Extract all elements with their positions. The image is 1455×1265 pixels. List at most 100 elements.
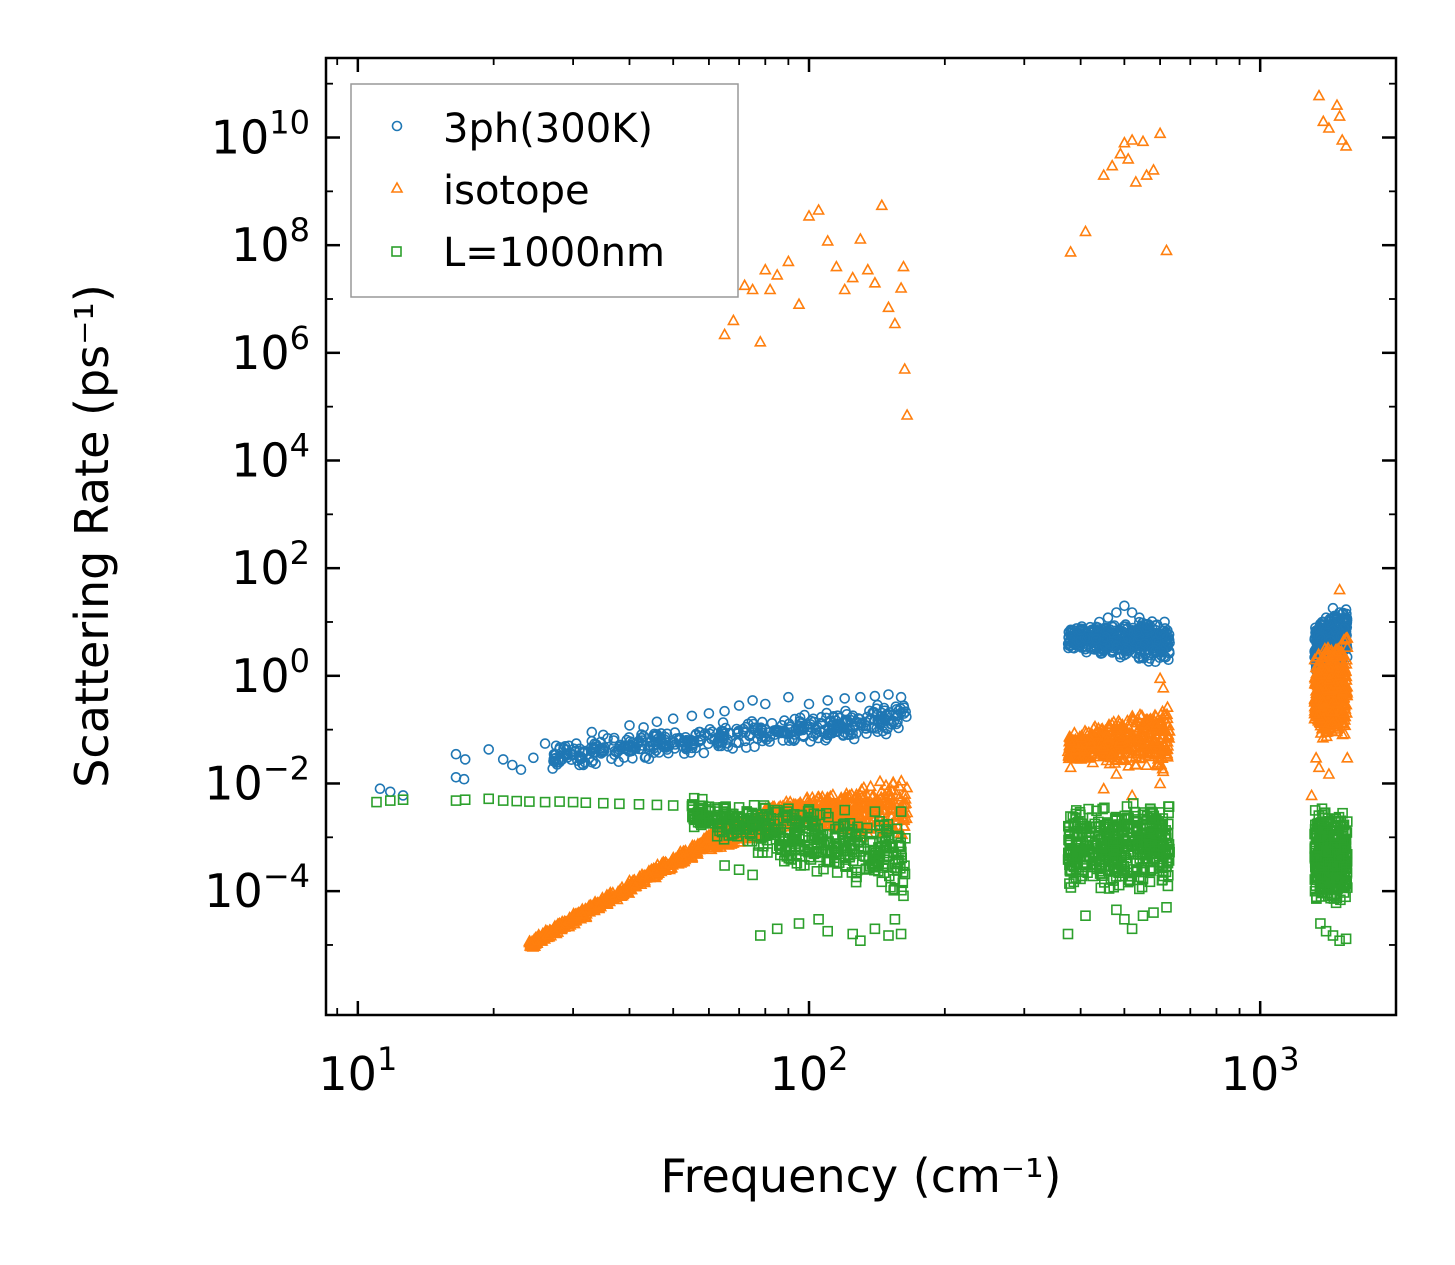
- data-point-band-0-0: [842, 724, 854, 736]
- data-point-1-35: [1136, 134, 1150, 147]
- data-point-band-0-0: [656, 737, 667, 749]
- data-point-band-0-0: [695, 730, 707, 742]
- data-point-band-1-0: [552, 917, 566, 929]
- data-point-band-0-0: [636, 735, 648, 746]
- data-point-band-0-0: [589, 746, 601, 758]
- data-point-band-1-2: [870, 797, 884, 810]
- data-point-band-0-0: [732, 727, 744, 738]
- data-point-band-1-3: [1131, 723, 1145, 736]
- data-point-band-0-1: [1121, 648, 1132, 660]
- data-point-band-1-2: [885, 799, 898, 811]
- data-point-band-1-4: [1315, 722, 1329, 734]
- data-point-band-1-2: [893, 790, 907, 802]
- data-point-1-25: [897, 259, 910, 272]
- data-point-band-1-4: [1327, 681, 1340, 693]
- data-point-band-2-0: [748, 820, 759, 832]
- data-point-band-2-0: [801, 817, 813, 829]
- data-point-band-2-1: [1132, 841, 1144, 852]
- data-point-band-1-3: [1100, 729, 1113, 742]
- data-point-0-23: [651, 716, 663, 728]
- data-point-band-0-0: [811, 721, 823, 733]
- series-0: [374, 600, 1353, 801]
- data-point-band-0-1: [1100, 631, 1111, 643]
- data-point-band-1-0: [674, 845, 687, 857]
- data-point-1-38: [1153, 126, 1167, 139]
- data-point-band-2-0: [806, 846, 817, 858]
- data-point-0-42: [1094, 616, 1105, 628]
- data-point-1-49: [1322, 767, 1336, 779]
- data-point-0-22: [638, 722, 649, 733]
- data-point-1-29: [1105, 159, 1119, 171]
- data-point-band-1-4: [1315, 650, 1329, 663]
- data-point-band-1-4: [1337, 657, 1351, 669]
- data-point-band-1-0: [655, 857, 669, 869]
- data-point-0-14: [561, 744, 572, 756]
- data-point-band-0-0: [854, 717, 865, 729]
- data-point-band-1-2: [857, 807, 871, 819]
- data-point-band-1-3: [1105, 717, 1119, 729]
- data-point-0-53: [1315, 632, 1326, 644]
- data-point-band-1-0: [650, 862, 664, 874]
- data-point-band-1-0: [586, 898, 600, 911]
- data-point-1-9: [792, 297, 806, 310]
- data-point-1-51: [1340, 751, 1354, 763]
- data-point-band-1-4: [1335, 665, 1349, 678]
- data-point-1-43: [1330, 98, 1344, 110]
- data-point-band-0-0: [759, 724, 771, 735]
- data-point-band-0-0: [895, 703, 906, 714]
- data-point-band-2-0: [833, 857, 845, 869]
- data-point-band-0-0: [739, 735, 751, 747]
- data-point-band-0-0: [552, 754, 564, 766]
- data-point-1-28: [1097, 168, 1111, 180]
- data-point-band-2-1: [1158, 870, 1169, 882]
- data-point-1-7: [770, 268, 784, 280]
- data-point-1-10: [802, 209, 816, 221]
- data-point-0-7: [483, 744, 495, 755]
- data-point-band-2-0: [813, 833, 824, 845]
- data-point-band-1-3: [1149, 718, 1163, 731]
- data-point-band-2-0: [795, 860, 807, 871]
- data-point-band-2-0: [806, 832, 818, 844]
- data-point-band-1-4: [1308, 706, 1321, 719]
- data-point-1-50: [1312, 760, 1326, 773]
- data-point-band-2-0: [876, 836, 888, 848]
- data-point-0-0: [374, 783, 386, 795]
- data-point-band-0-1: [1156, 650, 1167, 662]
- data-point-band-0-2: [1338, 623, 1350, 634]
- data-point-band-2-1: [1064, 859, 1075, 871]
- data-point-band-2-0: [879, 860, 890, 872]
- data-point-band-1-3: [1095, 737, 1108, 749]
- data-point-band-1-2: [890, 787, 903, 800]
- data-point-band-0-0: [749, 741, 760, 753]
- data-point-band-2-2: [1328, 893, 1340, 904]
- data-point-band-1-0: [602, 894, 616, 906]
- data-point-band-2-1: [1145, 812, 1157, 824]
- data-point-band-1-3: [1063, 730, 1076, 742]
- data-point-band-1-3: [1135, 717, 1149, 730]
- data-point-band-0-0: [882, 722, 894, 734]
- data-point-band-0-0: [648, 743, 659, 754]
- data-point-band-1-2: [888, 795, 902, 808]
- data-point-band-2-1: [1163, 855, 1175, 866]
- data-point-band-1-0: [542, 930, 556, 942]
- data-point-band-2-1: [1071, 866, 1082, 878]
- data-point-band-1-4: [1316, 731, 1330, 743]
- data-point-band-1-0: [558, 920, 572, 932]
- data-point-band-2-1: [1150, 814, 1162, 825]
- data-point-1-53: [1153, 671, 1167, 684]
- data-point-band-1-0: [614, 889, 628, 902]
- data-point-band-1-3: [1113, 735, 1127, 748]
- data-point-band-2-1: [1068, 818, 1079, 830]
- data-point-band-2-1: [1094, 868, 1106, 879]
- data-point-band-1-2: [826, 788, 840, 800]
- data-point-band-1-2: [851, 803, 865, 816]
- data-point-band-1-3: [1161, 739, 1175, 751]
- data-point-1-8: [782, 254, 795, 267]
- data-point-band-0-0: [799, 709, 810, 721]
- data-point-0-34: [839, 693, 851, 704]
- data-point-1-34: [1129, 175, 1143, 187]
- data-point-band-0-0: [876, 707, 888, 719]
- data-point-band-1-3: [1140, 758, 1153, 771]
- data-point-0-33: [822, 695, 834, 706]
- data-point-band-2-1: [1134, 849, 1146, 860]
